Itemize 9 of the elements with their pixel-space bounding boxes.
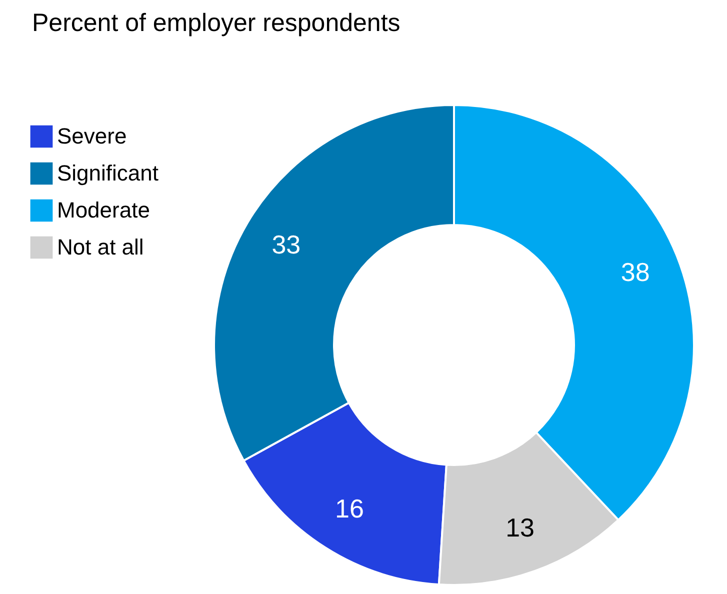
legend-label: Significant xyxy=(57,160,159,186)
legend-label: Severe xyxy=(57,124,127,148)
data-label: 13 xyxy=(506,512,535,542)
data-label: 16 xyxy=(335,494,364,524)
data-label: 38 xyxy=(620,257,650,288)
chart-title: Percent of employer respondents xyxy=(32,9,400,37)
data-label: 33 xyxy=(272,230,301,260)
legend-label: Moderate xyxy=(57,198,150,222)
legend-label: Not at all xyxy=(57,234,144,260)
